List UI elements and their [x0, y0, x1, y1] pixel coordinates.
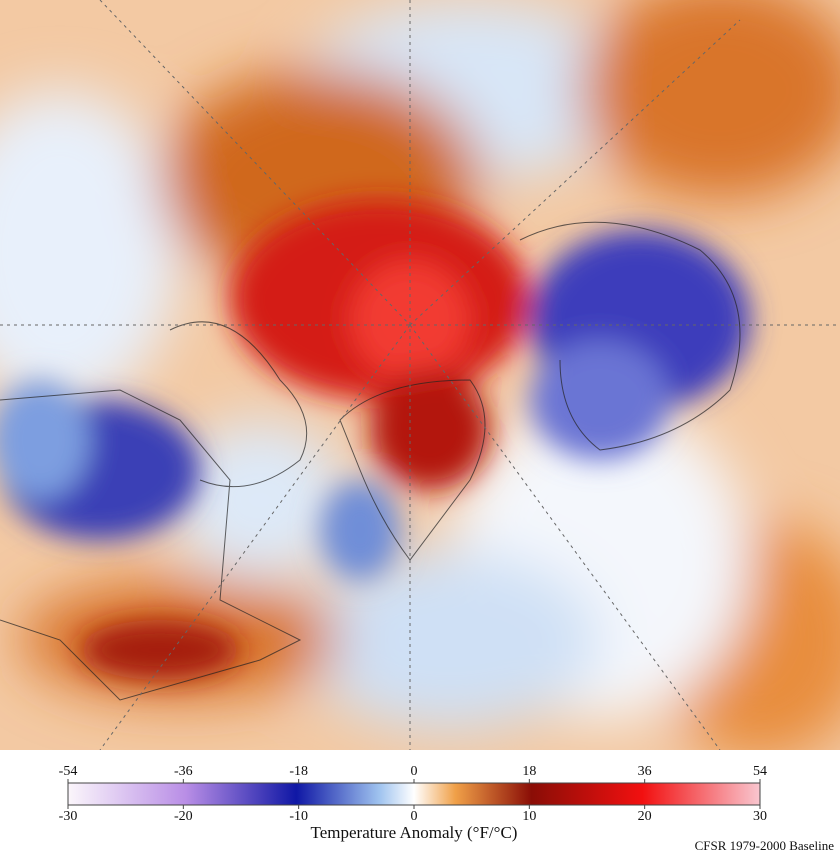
fahrenheit-tick-label: -36 [174, 764, 193, 779]
colorbar-label: Temperature Anomaly (°F/°C) [311, 823, 518, 842]
colorbar: Temperature Anomaly (°F/°C) CFSR 1979-20… [59, 764, 835, 853]
fahrenheit-tick-label: 0 [411, 764, 418, 779]
graticule [0, 0, 840, 750]
fahrenheit-tick-label: -54 [59, 764, 78, 779]
fahrenheit-tick-label: 18 [522, 764, 536, 779]
fahrenheit-tick-label: 54 [753, 764, 767, 779]
celsius-tick-label: 20 [638, 809, 652, 824]
fahrenheit-tick-label: -18 [289, 764, 308, 779]
celsius-tick-label: 0 [411, 809, 418, 824]
coastlines [0, 221, 741, 701]
celsius-tick-label: 30 [753, 809, 767, 824]
celsius-tick-label: -20 [174, 809, 193, 824]
celsius-tick-label: -10 [289, 809, 308, 824]
baseline-note: CFSR 1979-2000 Baseline [695, 838, 835, 853]
colorbar-gradient [67, 782, 761, 806]
anomaly-cores [0, 200, 750, 680]
fahrenheit-tick-label: 36 [638, 764, 652, 779]
celsius-tick-label: -30 [59, 809, 78, 824]
celsius-tick-label: 10 [522, 809, 536, 824]
anomaly-map [0, 0, 840, 750]
anomaly-field [0, 0, 840, 750]
